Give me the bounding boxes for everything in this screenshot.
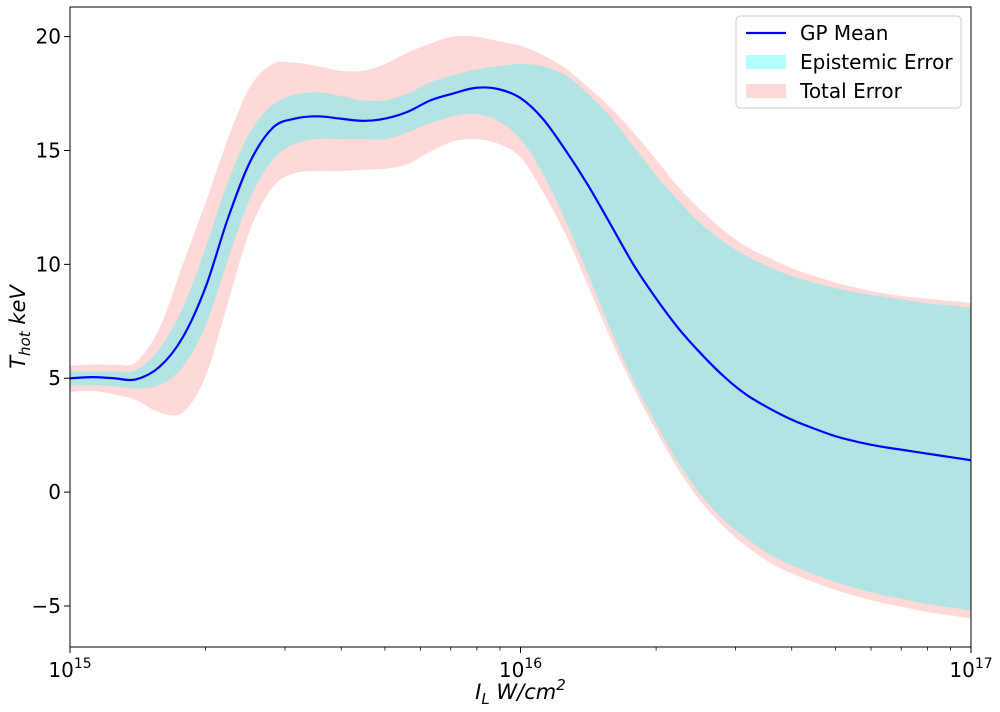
- x-axis-label-base: I: [475, 680, 481, 704]
- y-axis-label-sub: hot: [16, 330, 34, 356]
- legend-swatch-band: [746, 84, 786, 98]
- legend-label: Epistemic Error: [800, 50, 953, 74]
- y-axis-label-base: T: [6, 354, 30, 369]
- x-axis-label-units: W/cm: [490, 680, 557, 704]
- plot-frame: [69, 6, 972, 648]
- legend-entry: Epistemic Error: [746, 50, 953, 74]
- x-axis-label-sub: L: [481, 690, 489, 708]
- y-axis-label-units: keV: [6, 284, 30, 332]
- legend-label: Total Error: [799, 79, 903, 103]
- bands-layer: [70, 35, 971, 619]
- legend-label: GP Mean: [800, 21, 888, 45]
- series-line-gp-mean: [70, 86, 971, 462]
- legend-entry: GP Mean: [746, 21, 888, 45]
- band-epistemic-error: [70, 63, 971, 611]
- line-layer: [70, 86, 971, 462]
- legend-swatch-band: [746, 55, 786, 69]
- y-tick-label: −5: [32, 594, 61, 618]
- x-axis-label: IL W/cm2: [475, 676, 566, 708]
- legend-entry: Total Error: [746, 79, 903, 103]
- x-tick-label: 1016: [499, 656, 542, 682]
- legend-entries: GP Mean Epistemic Error Total Error: [746, 21, 953, 103]
- y-axis-label: Thot keV: [6, 284, 34, 369]
- x-tick-label: 1015: [48, 656, 91, 682]
- x-tick-label: 1017: [949, 656, 992, 682]
- x-axis-label-sup: 2: [556, 676, 566, 694]
- legend: GP Mean Epistemic Error Total Error: [735, 15, 962, 109]
- y-tick-label: 10: [36, 252, 61, 276]
- y-tick-label: 20: [36, 25, 61, 49]
- band-total-error: [70, 35, 971, 619]
- y-tick-label: 15: [36, 138, 61, 162]
- y-tick-label: 0: [48, 480, 61, 504]
- y-tick-label: 5: [48, 366, 61, 390]
- legend-box: [735, 15, 962, 109]
